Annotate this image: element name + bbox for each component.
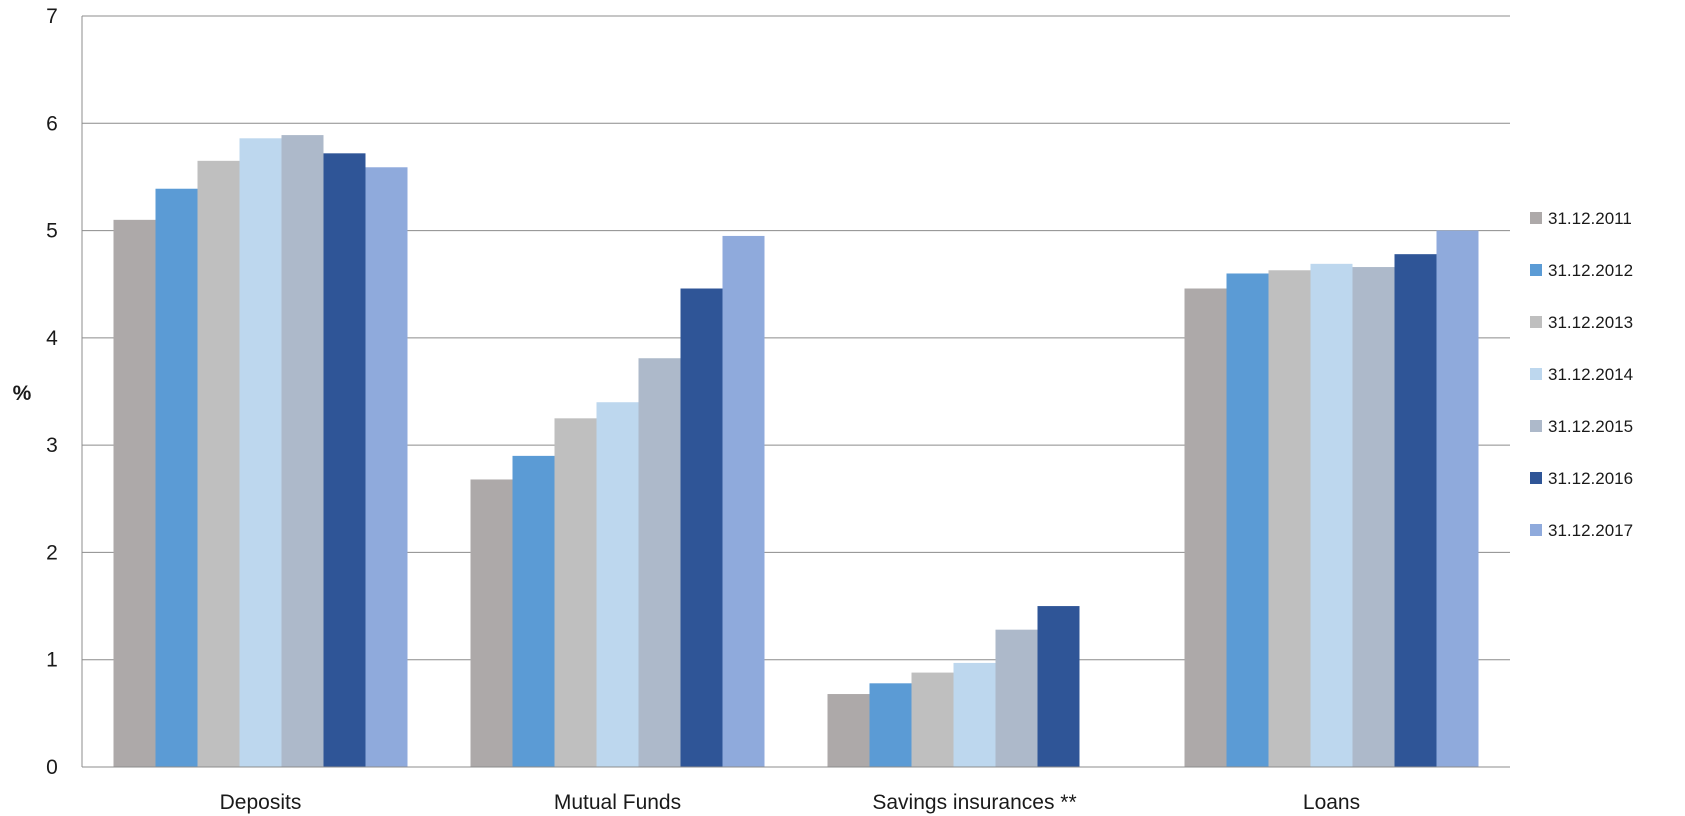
bar [1226,273,1269,767]
bar [155,188,198,768]
bar [281,135,324,767]
bar [470,479,513,767]
legend: 31.12.2011 31.12.2012 31.12.2013 31.12.2014… [1530,209,1633,540]
x-category-label: Loans [1303,791,1360,814]
bar [995,629,1038,767]
y-tick-label: 4 [46,327,58,350]
x-category-label: Mutual Funds [554,791,681,814]
bar [680,288,723,767]
bar [1352,267,1395,767]
legend-swatch [1530,212,1542,224]
legend-swatch [1530,472,1542,484]
bar [1268,270,1311,767]
legend-label: 31.12.2016 [1548,469,1633,488]
legend-swatch [1530,264,1542,276]
y-tick-label: 1 [46,649,58,672]
legend-label: 31.12.2017 [1548,521,1633,540]
y-axis-ticks: 0 1 2 3 4 5 6 7 [46,5,58,779]
x-axis-categories: Deposits Mutual Funds Savings insurances *… [220,791,1360,814]
legend-swatch [1530,316,1542,328]
bar [1310,263,1353,767]
bar [197,160,240,768]
bar [239,138,282,767]
legend-label: 31.12.2015 [1548,417,1633,436]
bar [113,219,156,768]
bar [1037,606,1080,767]
legend-label: 31.12.2011 [1548,209,1632,228]
legend-label: 31.12.2013 [1548,313,1633,332]
bar [1394,254,1437,767]
y-tick-label: 5 [46,220,58,243]
bar [1184,288,1227,767]
bar [1436,230,1479,768]
bar [323,153,366,768]
legend-swatch [1530,524,1542,536]
legend-swatch [1530,420,1542,432]
y-tick-label: 0 [46,756,58,779]
bar [365,167,408,768]
y-axis-label: % [13,382,32,405]
x-category-label: Savings insurances ** [872,791,1076,814]
y-tick-label: 6 [46,112,58,135]
bar [869,683,912,767]
legend-label: 31.12.2014 [1548,365,1633,384]
x-category-label: Deposits [220,791,302,814]
y-tick-label: 7 [46,5,58,28]
y-tick-label: 3 [46,434,58,457]
bar [638,358,681,767]
y-tick-label: 2 [46,541,58,564]
legend-swatch [1530,368,1542,380]
bar [554,418,597,767]
bars [113,135,1479,768]
legend-label: 31.12.2012 [1548,261,1633,280]
bar [953,662,996,767]
bar [596,402,639,767]
bar [827,694,870,767]
bar [512,455,555,767]
bar [911,672,954,767]
bar [722,235,765,767]
